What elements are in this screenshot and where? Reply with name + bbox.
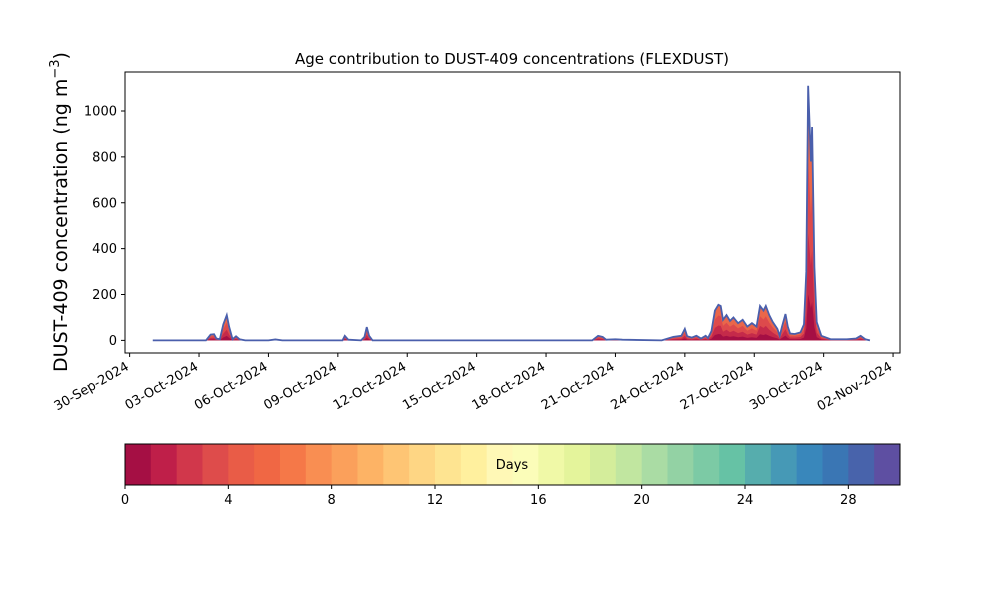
colorbar-swatch bbox=[667, 444, 694, 485]
colorbar-swatch bbox=[719, 444, 746, 485]
x-tick-label: 18-Oct-2024 bbox=[470, 359, 548, 413]
colorbar-swatch bbox=[822, 444, 849, 485]
axes-frame bbox=[124, 71, 901, 354]
series-total bbox=[152, 85, 871, 342]
x-tick-label: 06-Oct-2024 bbox=[192, 359, 270, 413]
colorbar-tick-label: 0 bbox=[121, 493, 129, 508]
colorbar-swatch bbox=[745, 444, 772, 485]
colorbar-swatch bbox=[770, 444, 798, 485]
colorbar-swatch bbox=[254, 444, 281, 485]
x-tick-label: 30-Oct-2024 bbox=[747, 359, 825, 413]
colorbar-swatch bbox=[460, 444, 488, 485]
colorbar-swatch bbox=[590, 444, 617, 485]
colorbar-swatch bbox=[331, 444, 358, 485]
colorbar-swatch bbox=[228, 444, 255, 485]
x-tick-label: 09-Oct-2024 bbox=[261, 359, 339, 413]
colorbar-ticks: 0 4 8 12 16 20 24 28 bbox=[121, 485, 857, 508]
colorbar-tick-label: 28 bbox=[840, 493, 857, 508]
x-tick-label: 27-Oct-2024 bbox=[678, 359, 756, 413]
colorbar-frame bbox=[124, 443, 901, 486]
y-axis-label: DUST-409 concentration (ng m−3) bbox=[48, 52, 72, 372]
colorbar-tick-label: 8 bbox=[328, 493, 336, 508]
colorbar-tick-label: 16 bbox=[530, 493, 547, 508]
x-tick-label: 21-Oct-2024 bbox=[539, 359, 617, 413]
colorbar-swatch bbox=[693, 444, 720, 485]
series-total-line bbox=[152, 85, 871, 342]
x-tick-label: 02-Nov-2024 bbox=[815, 359, 895, 414]
y-axis-label-text: DUST-409 concentration (ng m bbox=[50, 79, 72, 372]
y-tick-label: 600 bbox=[92, 196, 117, 211]
colorbar-swatch bbox=[874, 444, 901, 485]
x-tick-label: 24-Oct-2024 bbox=[608, 359, 686, 413]
colorbar-swatch bbox=[848, 444, 875, 485]
colorbar-swatch bbox=[383, 444, 410, 485]
colorbar-tick-label: 12 bbox=[427, 493, 444, 508]
colorbar-swatch bbox=[357, 444, 384, 485]
y-tick-label: 200 bbox=[92, 288, 117, 303]
colorbar-tick-label: 24 bbox=[737, 493, 754, 508]
x-tick-label: 15-Oct-2024 bbox=[400, 359, 478, 413]
y-tick-label: 400 bbox=[92, 242, 117, 257]
colorbar-swatch bbox=[435, 444, 462, 485]
colorbar-tick-label: 20 bbox=[633, 493, 650, 508]
colorbar-swatch bbox=[486, 444, 513, 485]
age-layer-0 bbox=[152, 85, 870, 341]
y-axis-label-superscript: −3 bbox=[48, 59, 63, 78]
colorbar-swatch bbox=[641, 444, 668, 485]
x-tick-label: 12-Oct-2024 bbox=[331, 359, 409, 413]
colorbar-swatch bbox=[615, 444, 643, 485]
colorbar-swatch bbox=[409, 444, 436, 485]
colorbar-swatch bbox=[280, 444, 307, 485]
y-axis-ticks: 0 200 400 600 800 1000 bbox=[84, 104, 125, 349]
colorbar bbox=[125, 444, 901, 485]
colorbar-swatch bbox=[176, 444, 203, 485]
y-axis-label-close: ) bbox=[50, 52, 72, 59]
colorbar-swatch bbox=[538, 444, 565, 485]
colorbar-swatch bbox=[202, 444, 229, 485]
x-tick-label: 03-Oct-2024 bbox=[123, 359, 201, 413]
colorbar-swatch bbox=[512, 444, 539, 485]
colorbar-tick-label: 4 bbox=[224, 493, 232, 508]
y-tick-label: 0 bbox=[109, 334, 117, 349]
colorbar-label: Days bbox=[496, 458, 529, 473]
colorbar-swatch bbox=[796, 444, 823, 485]
colorbar-swatch bbox=[150, 444, 178, 485]
x-axis-ticks: 30-Sep-202403-Oct-202406-Oct-202409-Oct-… bbox=[52, 353, 895, 414]
colorbar-swatch bbox=[564, 444, 591, 485]
colorbar-swatch bbox=[305, 444, 333, 485]
y-tick-label: 1000 bbox=[84, 104, 117, 119]
colorbar-swatch bbox=[125, 444, 152, 485]
y-tick-label: 800 bbox=[92, 150, 117, 165]
chart-title: Age contribution to DUST-409 concentrati… bbox=[295, 50, 729, 68]
